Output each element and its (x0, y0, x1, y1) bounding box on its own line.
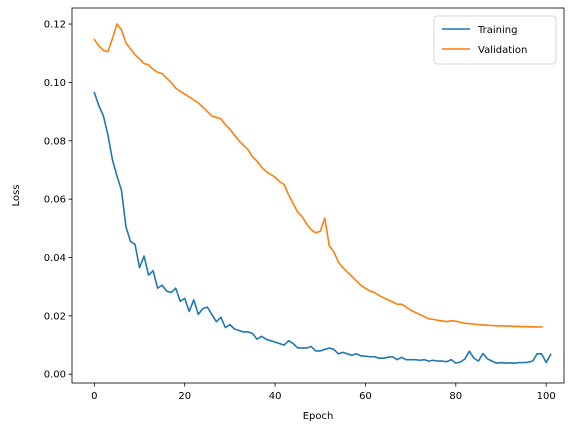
y-tick-label: 0.10 (44, 78, 66, 89)
x-tick-label: 80 (449, 391, 462, 402)
legend-box (433, 15, 557, 65)
x-axis-label: Epoch (303, 411, 334, 422)
x-tick-label: 0 (91, 391, 97, 402)
x-tick-label: 60 (359, 391, 372, 402)
series-line-training (93, 91, 552, 364)
y-tick-label: 0.06 (44, 195, 66, 206)
y-tick-label: 0.12 (44, 20, 66, 31)
legend: Training Validation (433, 15, 557, 65)
y-tick-label: 0.04 (44, 253, 66, 264)
legend-label-validation: Validation (478, 45, 527, 56)
x-tick-label: 20 (178, 391, 191, 402)
y-tick-label: 0.00 (44, 370, 66, 381)
y-axis-label: Loss (11, 185, 22, 207)
legend-label-training: Training (477, 25, 517, 36)
y-tick-label: 0.02 (44, 311, 66, 322)
axes: 0 20 40 60 80 100 0.00 0.02 0.04 0.06 0.08 0.10 0.12 (44, 7, 565, 402)
y-tick-label: 0.08 (44, 136, 66, 147)
plot-area (93, 23, 552, 364)
series-line-validation (93, 23, 543, 328)
plot-frame (71, 7, 565, 384)
x-tick-label: 40 (269, 391, 282, 402)
x-tick-label: 100 (537, 391, 556, 402)
